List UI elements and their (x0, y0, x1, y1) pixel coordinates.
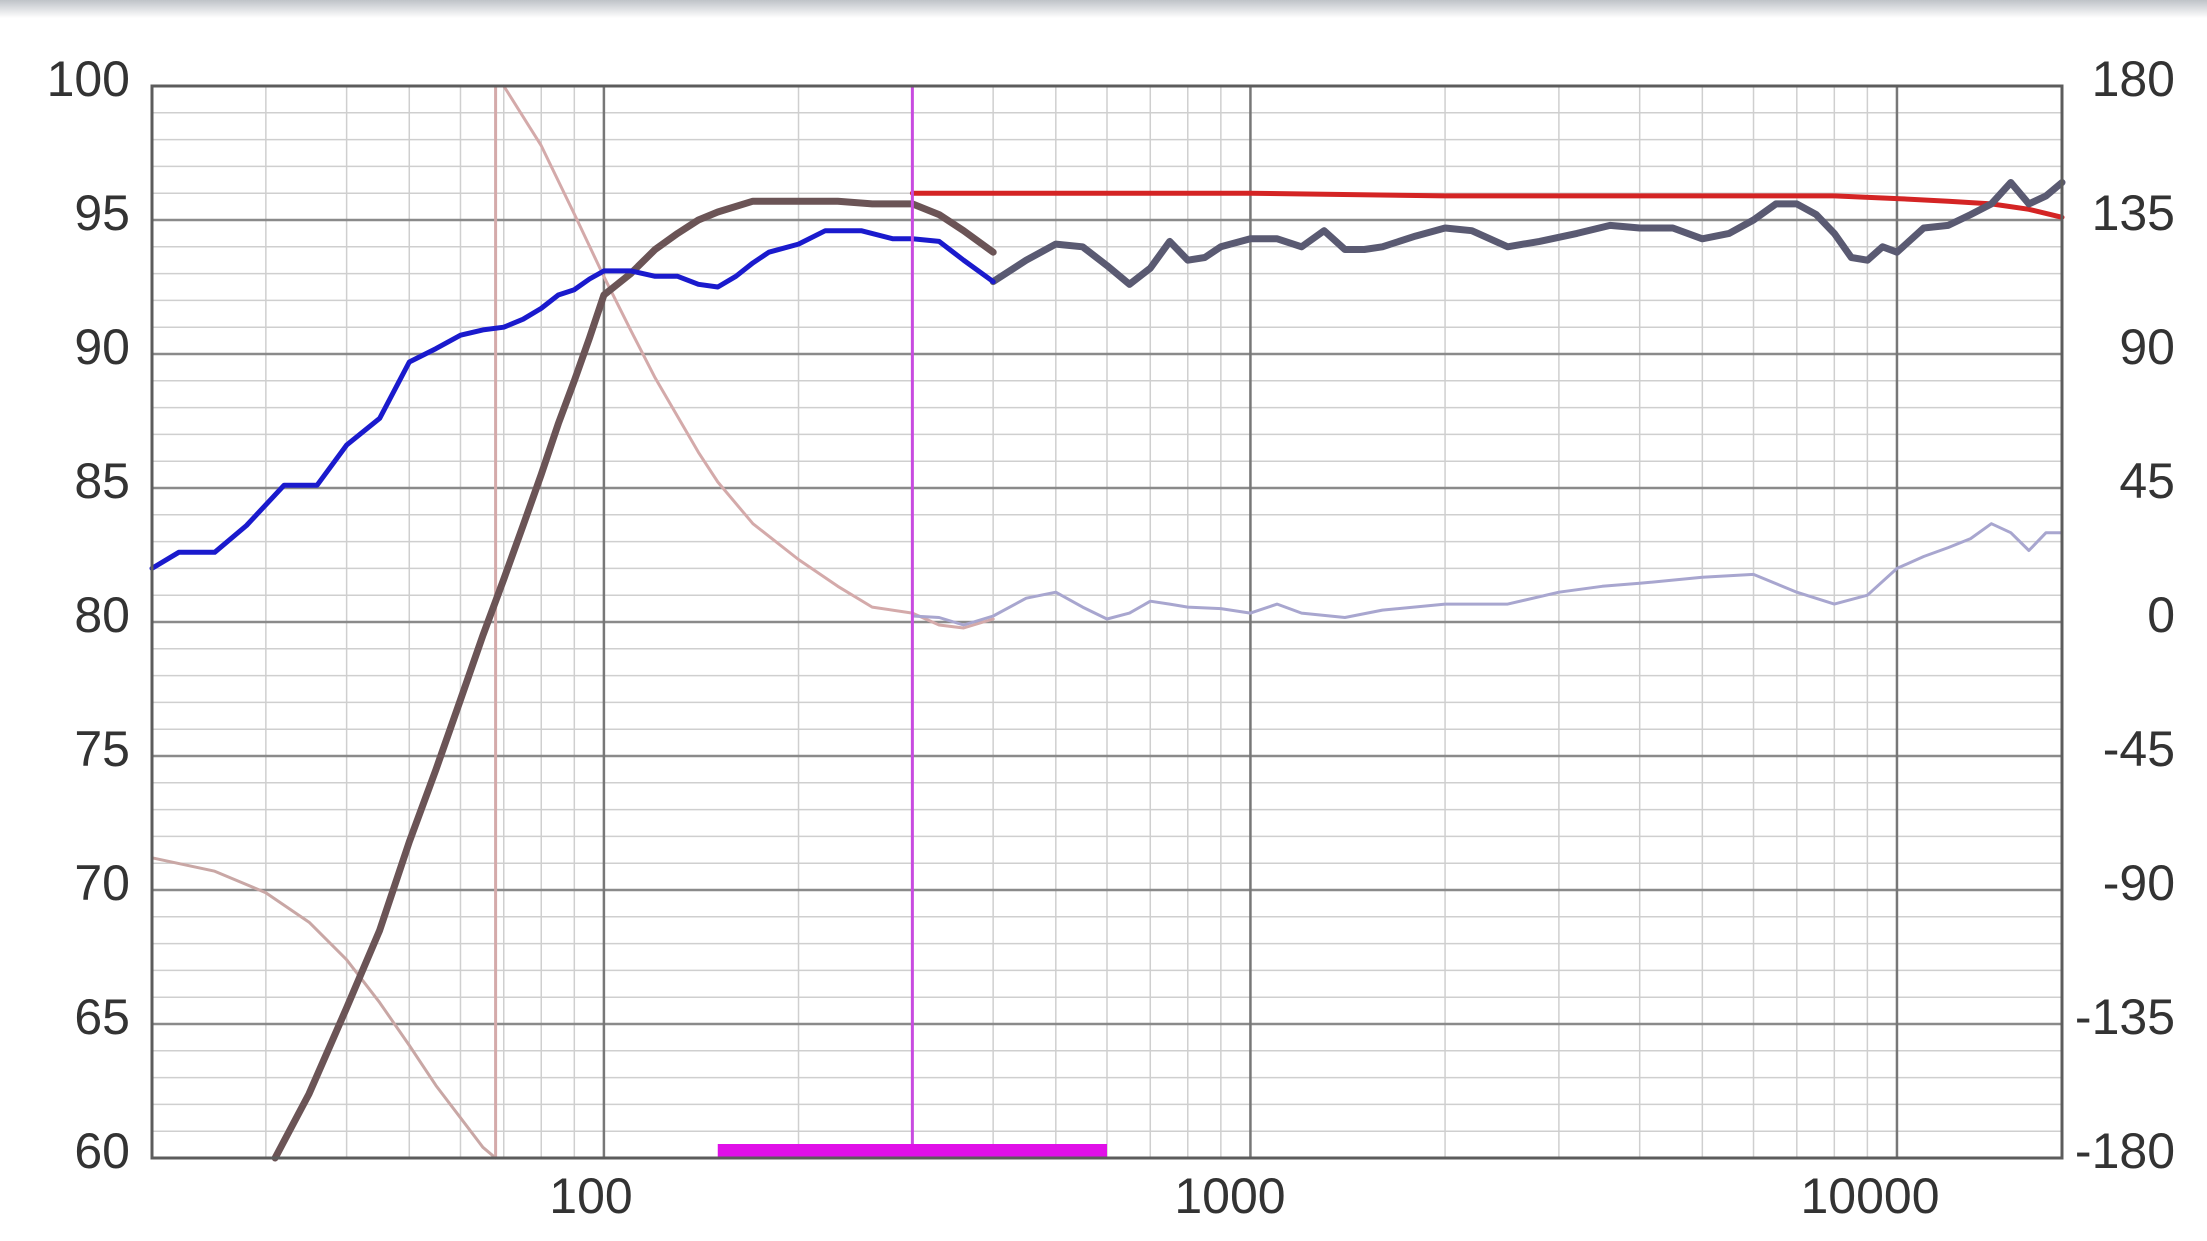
series-combined-spl (989, 179, 2066, 288)
y2-tick-label-90: 90 (2119, 319, 2175, 375)
y2-tick-label-minus-135: -135 (2075, 989, 2175, 1045)
series-target-response (271, 197, 997, 1162)
y-tick-label-75: 75 (74, 721, 130, 777)
series-measured-phase (910, 522, 2064, 627)
y-tick-label-85: 85 (74, 453, 130, 509)
x-tick-label-100: 100 (549, 1168, 632, 1224)
x-tick-label-1000: 1000 (1174, 1168, 1285, 1224)
series-layer (149, 84, 2066, 1162)
y2-tick-label-minus-180: -180 (2075, 1123, 2175, 1179)
y-tick-label-95: 95 (74, 185, 130, 241)
y2-tick-label-180: 180 (2092, 51, 2175, 107)
y2-tick-label-minus-45: -45 (2103, 721, 2175, 777)
y-tick-label-70: 70 (74, 855, 130, 911)
series-target-response-high (909, 190, 2065, 220)
series-filter-low-curve (150, 856, 498, 1160)
y-tick-label-80: 80 (74, 587, 130, 643)
y2-tick-label-0: 0 (2147, 587, 2175, 643)
y-tick-label-65: 65 (74, 989, 130, 1045)
y-tick-label-60: 60 (74, 1123, 130, 1179)
y-tick-label-90: 90 (74, 319, 130, 375)
minor-grid (152, 86, 2062, 1158)
y-tick-label-100: 100 (47, 51, 130, 107)
y2-tick-label-45: 45 (2119, 453, 2175, 509)
y2-tick-label-minus-90: -90 (2103, 855, 2175, 911)
plot-frame (150, 84, 2064, 1160)
y2-tick-label-135: 135 (2092, 185, 2175, 241)
series-measured-spl (149, 228, 996, 571)
window-top-shadow (0, 0, 2207, 18)
x-tick-label-10000: 10000 (1800, 1168, 1939, 1224)
marker-layer (717, 86, 1107, 1158)
marker-band-bar[interactable] (717, 1144, 1107, 1158)
